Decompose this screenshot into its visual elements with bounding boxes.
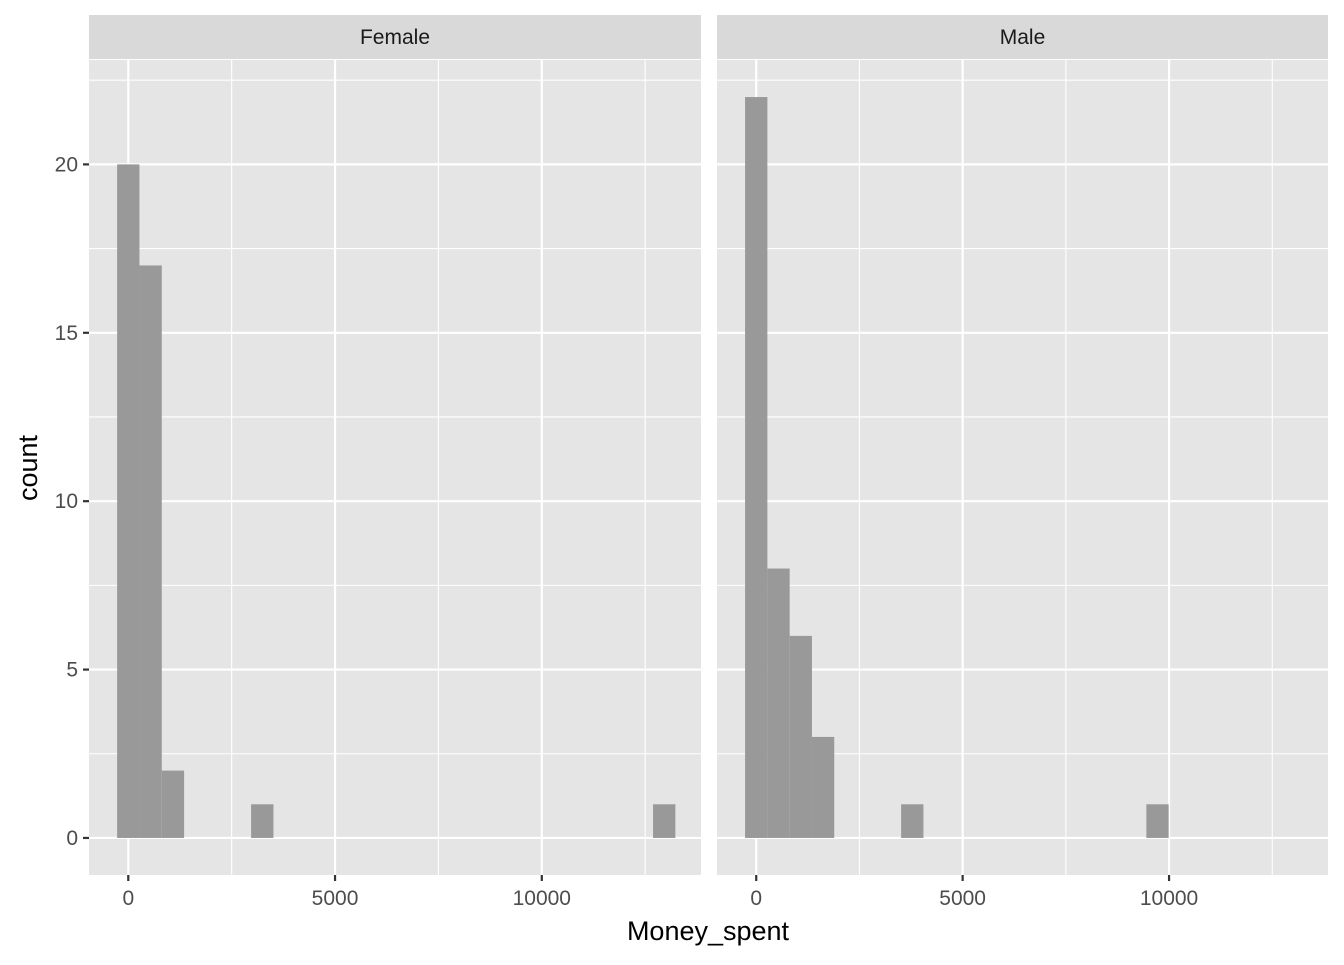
- panel-male: Male 0 5000 10000: [717, 15, 1328, 910]
- y-tick-label: 20: [55, 153, 78, 176]
- histogram-bar: [767, 568, 790, 838]
- x-tick-label: 0: [750, 887, 762, 910]
- x-tick-label: 5000: [312, 887, 359, 910]
- x-tick-label: 10000: [513, 887, 571, 910]
- x-tick-label: 10000: [1140, 887, 1198, 910]
- histogram-bar: [653, 804, 676, 838]
- y-tick-label: 5: [66, 659, 78, 682]
- histogram-bar: [1146, 804, 1169, 838]
- histogram-bar: [161, 770, 185, 838]
- histogram-bar: [745, 97, 768, 838]
- histogram-bar: [811, 736, 835, 838]
- x-tick-label: 0: [122, 887, 134, 910]
- y-tick-label: 0: [66, 827, 78, 850]
- histogram-bar: [789, 635, 812, 838]
- x-tick-label: 5000: [939, 887, 986, 910]
- strip-female: [89, 15, 701, 59]
- panel-female: Female 0 5000 10000: [89, 15, 701, 910]
- strip-label-male: Male: [1000, 26, 1046, 49]
- strip-label-female: Female: [360, 26, 430, 49]
- x-axis-title: Money_spent: [627, 916, 790, 946]
- strip-male: [717, 15, 1328, 59]
- y-tick-label: 15: [55, 322, 78, 345]
- histogram-bar: [901, 804, 924, 838]
- histogram-bar: [139, 265, 162, 838]
- histogram-bar: [117, 164, 140, 838]
- histogram-bar: [251, 804, 274, 838]
- panels: Female 0 5000 10000 Male 0 5000 10000: [89, 15, 1328, 910]
- plot-background-female: [89, 60, 701, 875]
- y-axis: 0 5 10 15 20: [55, 153, 89, 850]
- y-axis-title: count: [13, 434, 43, 501]
- y-tick-label: 10: [55, 490, 78, 513]
